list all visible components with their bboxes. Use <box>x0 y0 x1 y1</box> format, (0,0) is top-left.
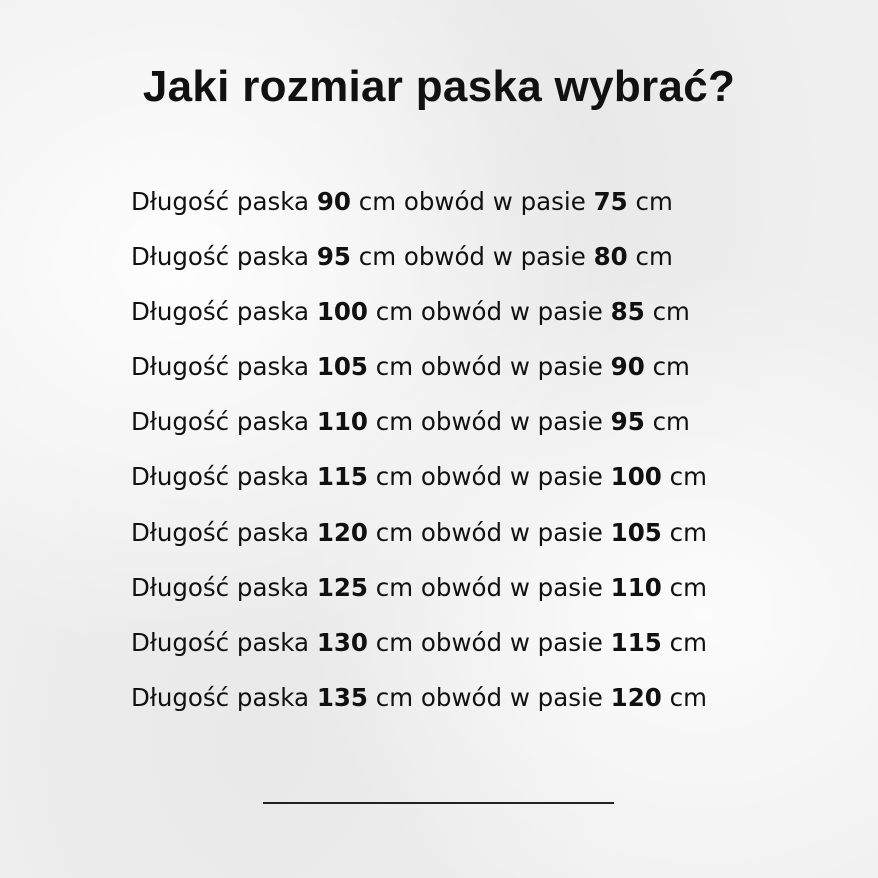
unit: cm <box>635 242 673 272</box>
row-label: Długość paska <box>131 517 310 547</box>
belt-length: 125 <box>316 572 368 602</box>
divider <box>263 802 614 804</box>
size-row: Długość paska 110 cm obwód w pasie 95 cm <box>131 406 707 461</box>
unit: cm <box>652 352 690 382</box>
belt-length: 130 <box>316 627 368 657</box>
page-title: Jaki rozmiar paska wybrać? <box>142 62 736 111</box>
waist-text: cm obwód w pasie <box>375 297 603 327</box>
row-label: Długość paska <box>131 352 310 382</box>
size-row: Długość paska 100 cm obwód w pasie 85 cm <box>131 296 707 351</box>
unit: cm <box>652 297 690 327</box>
waist-size: 95 <box>610 407 645 437</box>
size-row: Długość paska 135 cm obwód w pasie 120 c… <box>131 682 707 737</box>
row-label: Długość paska <box>131 407 310 437</box>
belt-length: 95 <box>316 242 351 272</box>
waist-size: 75 <box>593 187 628 216</box>
waist-text: cm obwód w pasie <box>375 627 603 657</box>
size-row: Długość paska 105 cm obwód w pasie 90 cm <box>131 351 707 406</box>
unit: cm <box>669 572 707 602</box>
size-list: Długość paska 90 cm obwód w pasie 75 cm D… <box>131 186 707 737</box>
row-label: Długość paska <box>131 187 310 216</box>
size-row: Długość paska 125 cm obwód w pasie 110 c… <box>131 572 707 627</box>
belt-length: 120 <box>316 517 368 547</box>
waist-size: 90 <box>610 352 645 382</box>
belt-length: 115 <box>316 462 368 492</box>
waist-size: 115 <box>610 627 662 657</box>
waist-text: cm obwód w pasie <box>375 407 603 437</box>
unit: cm <box>669 627 707 657</box>
unit: cm <box>669 517 707 547</box>
row-label: Długość paska <box>131 242 310 272</box>
belt-length: 135 <box>316 682 368 712</box>
size-row: Długość paska 130 cm obwód w pasie 115 c… <box>131 627 707 682</box>
size-row: Długość paska 90 cm obwód w pasie 75 cm <box>131 186 707 241</box>
waist-text: cm obwód w pasie <box>375 462 603 492</box>
row-label: Długość paska <box>131 627 310 657</box>
waist-size: 120 <box>610 682 662 712</box>
waist-text: cm obwód w pasie <box>358 187 586 216</box>
waist-text: cm obwód w pasie <box>375 517 603 547</box>
size-row: Długość paska 95 cm obwód w pasie 80 cm <box>131 241 707 296</box>
unit: cm <box>652 407 690 437</box>
waist-size: 80 <box>593 242 628 272</box>
belt-length: 90 <box>316 187 351 216</box>
waist-size: 105 <box>610 517 662 547</box>
size-row: Długość paska 115 cm obwód w pasie 100 c… <box>131 461 707 516</box>
waist-size: 110 <box>610 572 662 602</box>
unit: cm <box>669 682 707 712</box>
row-label: Długość paska <box>131 682 310 712</box>
belt-length: 105 <box>316 352 368 382</box>
row-label: Długość paska <box>131 572 310 602</box>
waist-size: 100 <box>610 462 662 492</box>
belt-length: 110 <box>316 407 368 437</box>
waist-text: cm obwód w pasie <box>375 572 603 602</box>
unit: cm <box>635 187 673 216</box>
row-label: Długość paska <box>131 462 310 492</box>
waist-text: cm obwód w pasie <box>358 242 586 272</box>
waist-text: cm obwód w pasie <box>375 352 603 382</box>
unit: cm <box>669 462 707 492</box>
waist-text: cm obwód w pasie <box>375 682 603 712</box>
row-label: Długość paska <box>131 297 310 327</box>
waist-size: 85 <box>610 297 645 327</box>
belt-length: 100 <box>316 297 368 327</box>
size-row: Długość paska 120 cm obwód w pasie 105 c… <box>131 517 707 572</box>
